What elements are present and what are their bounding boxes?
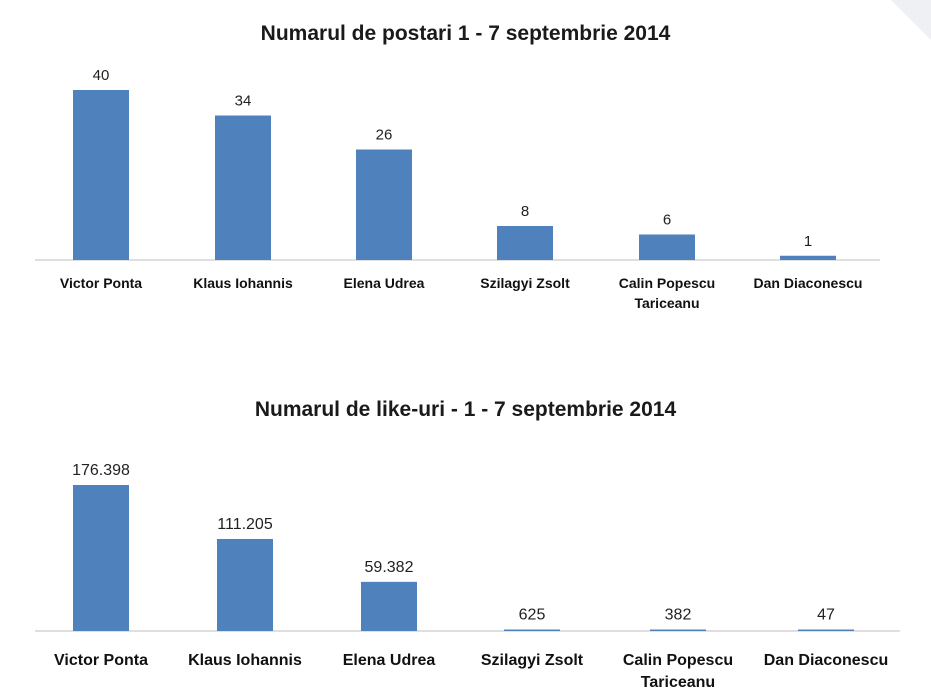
category-label: Victor Ponta: [60, 275, 142, 291]
category-label: Szilagyi Zsolt: [480, 275, 570, 291]
data-label: 47: [817, 607, 835, 624]
data-label: 176.398: [72, 462, 130, 479]
bar-6: [798, 629, 854, 631]
category-label: Dan Diaconescu: [764, 652, 888, 669]
data-label: 1: [804, 233, 812, 250]
category-label: Calin Popescu: [619, 275, 715, 291]
data-label: 34: [235, 93, 252, 110]
category-label: Szilagyi Zsolt: [481, 652, 584, 669]
data-label: 382: [665, 607, 692, 624]
category-label: Elena Udrea: [344, 275, 425, 291]
bar-4: [497, 226, 553, 260]
category-label: Klaus Iohannis: [193, 275, 293, 291]
chart-title: Numarul de like-uri - 1 - 7 septembrie 2…: [254, 398, 677, 421]
slide-corner-decoration: [891, 0, 931, 40]
data-label: 111.205: [217, 516, 273, 533]
chart-like-uri: Numarul de like-uri - 1 - 7 septembrie 2…: [0, 380, 931, 700]
data-label: 625: [519, 607, 546, 624]
chart-postari: Numarul de postari 1 - 7 septembrie 2014…: [0, 0, 931, 345]
chart-plot-area: 176.398 Victor Ponta 111.205 Klaus Iohannis…: [35, 462, 900, 691]
data-label: 6: [663, 212, 671, 229]
category-label: Tariceanu: [641, 674, 715, 691]
category-label: Elena Udrea: [343, 652, 436, 669]
bar-1: [73, 90, 129, 260]
bar-6: [780, 255, 836, 260]
category-label: Klaus Iohannis: [188, 652, 302, 669]
category-label: Dan Diaconescu: [754, 275, 863, 291]
data-label: 8: [521, 203, 529, 220]
bar-4: [504, 629, 560, 631]
bar-3: [356, 149, 412, 260]
data-label: 59.382: [365, 559, 414, 576]
bar-5: [650, 629, 706, 631]
category-label: Tariceanu: [634, 295, 699, 311]
chart-title: Numarul de postari 1 - 7 septembrie 2014: [260, 22, 671, 45]
bar-5: [639, 234, 695, 260]
category-label: Calin Popescu: [623, 652, 733, 669]
data-label: 26: [376, 127, 393, 144]
bar-2: [217, 538, 273, 631]
bar-1: [73, 485, 129, 631]
bar-2: [215, 115, 271, 260]
data-label: 40: [93, 67, 110, 84]
bar-3: [361, 581, 417, 631]
category-label: Victor Ponta: [54, 652, 148, 669]
chart-plot-area: 40 Victor Ponta 34 Klaus Iohannis 26 Elena Ud…: [35, 67, 880, 311]
